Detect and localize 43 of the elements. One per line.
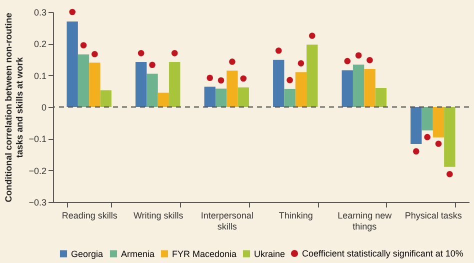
- legend-label: Ukraine: [254, 248, 286, 259]
- bar: [78, 54, 90, 107]
- bar: [410, 107, 422, 144]
- bar: [273, 60, 284, 107]
- y-tick-label: 0.2: [34, 39, 46, 50]
- y-tick-label: −0.2: [28, 166, 46, 176]
- bar: [432, 107, 444, 138]
- y-tick-label: −0.3: [28, 198, 46, 208]
- y-tick-label: 0.3: [34, 8, 46, 18]
- bar: [226, 70, 238, 107]
- bar: [89, 62, 100, 107]
- bar: [204, 86, 216, 107]
- bar: [375, 88, 386, 107]
- x-tick-label: Reading skills: [62, 210, 118, 220]
- x-tick-label: Learning new things: [338, 210, 392, 232]
- legend-label: Armenia: [121, 248, 155, 259]
- bar: [136, 62, 147, 107]
- bar: [169, 62, 180, 107]
- x-tick-label: Thinking: [278, 210, 313, 220]
- bar: [158, 92, 170, 107]
- bar: [364, 69, 376, 107]
- bar: [342, 70, 353, 107]
- x-tick-label: Interpersonal skills: [200, 210, 254, 232]
- bar: [352, 64, 364, 107]
- bar: [66, 22, 78, 107]
- bar: [284, 88, 296, 107]
- y-axis-title: Conditional correlation between non-routine tasks and skills at work: [4, 12, 25, 202]
- legend-label: Coefficient statistically significant at 10%: [302, 248, 464, 258]
- legend-label: Georgia: [71, 248, 104, 259]
- bar: [444, 107, 456, 167]
- bar: [146, 74, 158, 107]
- bar: [100, 90, 112, 107]
- y-tick-label: 0.1: [34, 70, 46, 81]
- bar: [238, 87, 249, 107]
- bar: [422, 107, 433, 130]
- x-tick-label: Writing skills: [133, 210, 184, 220]
- legend-label: FYR Macedonia: [172, 248, 237, 259]
- bar: [295, 72, 307, 107]
- x-tick-label: Physical tasks: [404, 210, 462, 220]
- y-tick-label: 0: [41, 102, 46, 112]
- bar: [215, 88, 227, 107]
- y-tick-label: −0.1: [28, 134, 46, 144]
- bar: [306, 44, 318, 107]
